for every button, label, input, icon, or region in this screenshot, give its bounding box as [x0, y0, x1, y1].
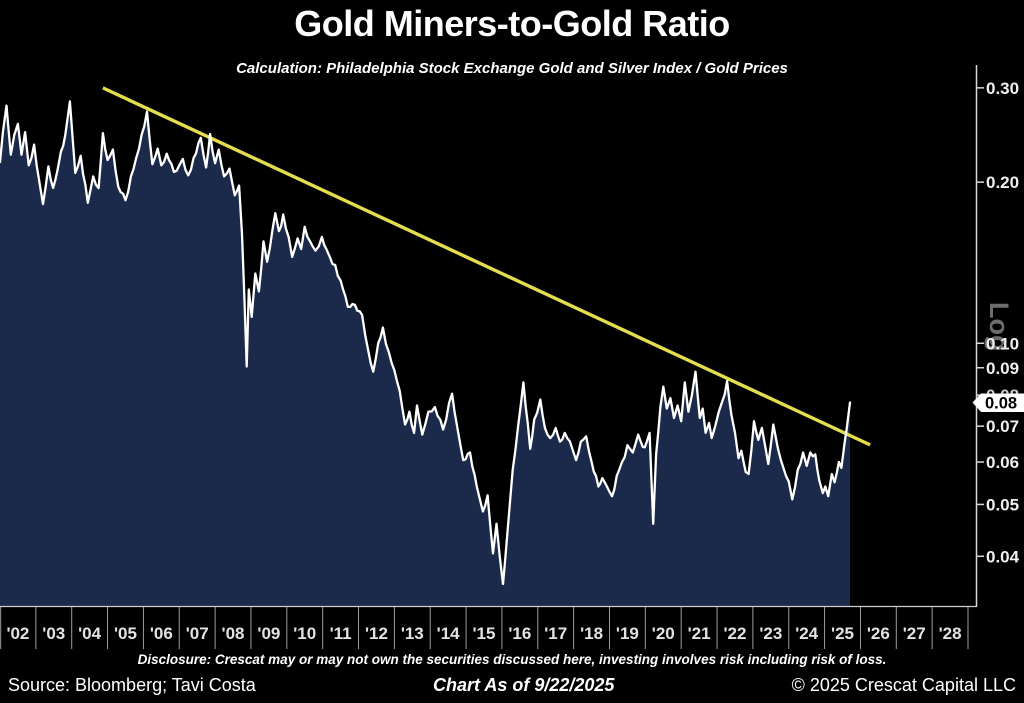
- x-tick-label: '07: [186, 624, 209, 643]
- x-tick-label: '28: [939, 624, 962, 643]
- y-tick-label: 0.07: [986, 417, 1019, 436]
- copyright-text: © 2025 Crescat Capital LLC: [791, 675, 1016, 695]
- x-axis: '02 '03 '04 '05 '06 '07 '08 '09 '10 '11 '12 '13 '14 '…: [0, 607, 969, 649]
- x-tick-label: '25: [831, 624, 854, 643]
- x-tick-label: '08: [222, 624, 245, 643]
- y-axis: 0.30 0.20 0.10 0.09 0.08 0.07 0.06 0.05 0.04: [976, 79, 1020, 566]
- x-tick-label: '19: [616, 624, 639, 643]
- x-tick-label: '14: [437, 624, 460, 643]
- page-title: Gold Miners-to-Gold Ratio: [294, 3, 730, 44]
- last-price-callout: 0.08: [972, 393, 1024, 413]
- resistance-trendline: [102, 86, 871, 447]
- x-tick-label: '17: [544, 624, 567, 643]
- x-tick-label: '12: [365, 624, 388, 643]
- y-tick-label: 0.09: [986, 359, 1019, 378]
- y-tick-label: 0.06: [986, 453, 1019, 472]
- x-tick-label: '20: [652, 624, 675, 643]
- x-tick-label: '18: [580, 624, 603, 643]
- source-text: Source: Bloomberg; Tavi Costa: [8, 675, 256, 695]
- y-tick-label: 0.04: [986, 547, 1020, 566]
- x-tick-label: '11: [330, 624, 352, 643]
- x-tick-label: '27: [903, 624, 926, 643]
- x-tick-label: '24: [795, 624, 818, 643]
- callout-bubble: [972, 393, 1024, 413]
- x-tick-label: '02: [6, 624, 29, 643]
- x-tick-label: '22: [723, 624, 746, 643]
- x-tick-label: '03: [42, 624, 65, 643]
- x-tick-label: '21: [688, 624, 711, 643]
- footer: Source: Bloomberg; Tavi Costa Chart As o…: [0, 675, 1024, 696]
- x-tick-label: '16: [508, 624, 531, 643]
- x-tick-label: '04: [78, 624, 101, 643]
- as-of-text: Chart As of 9/22/2025: [432, 675, 615, 695]
- y-tick-label: 0.05: [986, 495, 1019, 514]
- x-tick-label: '05: [114, 624, 137, 643]
- x-tick-label: '26: [867, 624, 890, 643]
- chart-subtitle: Calculation: Philadelphia Stock Exchange…: [236, 60, 788, 77]
- x-tick-label: '10: [293, 624, 316, 643]
- x-tick-label: '06: [150, 624, 173, 643]
- y-tick-label: 0.10: [986, 334, 1019, 353]
- ratio-line: [0, 100, 852, 586]
- x-tick-label: '13: [401, 624, 424, 643]
- x-tick-label: '23: [759, 624, 782, 643]
- y-tick-label: 0.20: [986, 173, 1019, 192]
- x-tick-label: '09: [257, 624, 280, 643]
- last-price-callout-label: 0.08: [985, 395, 1017, 413]
- log-scale-label: Log: [984, 302, 1014, 351]
- area-fill: [0, 101, 850, 607]
- x-tick-label: '15: [473, 624, 496, 643]
- disclosure-text: Disclosure: Crescat may or may not own t…: [137, 652, 887, 667]
- y-tick-label: 0.30: [986, 79, 1019, 98]
